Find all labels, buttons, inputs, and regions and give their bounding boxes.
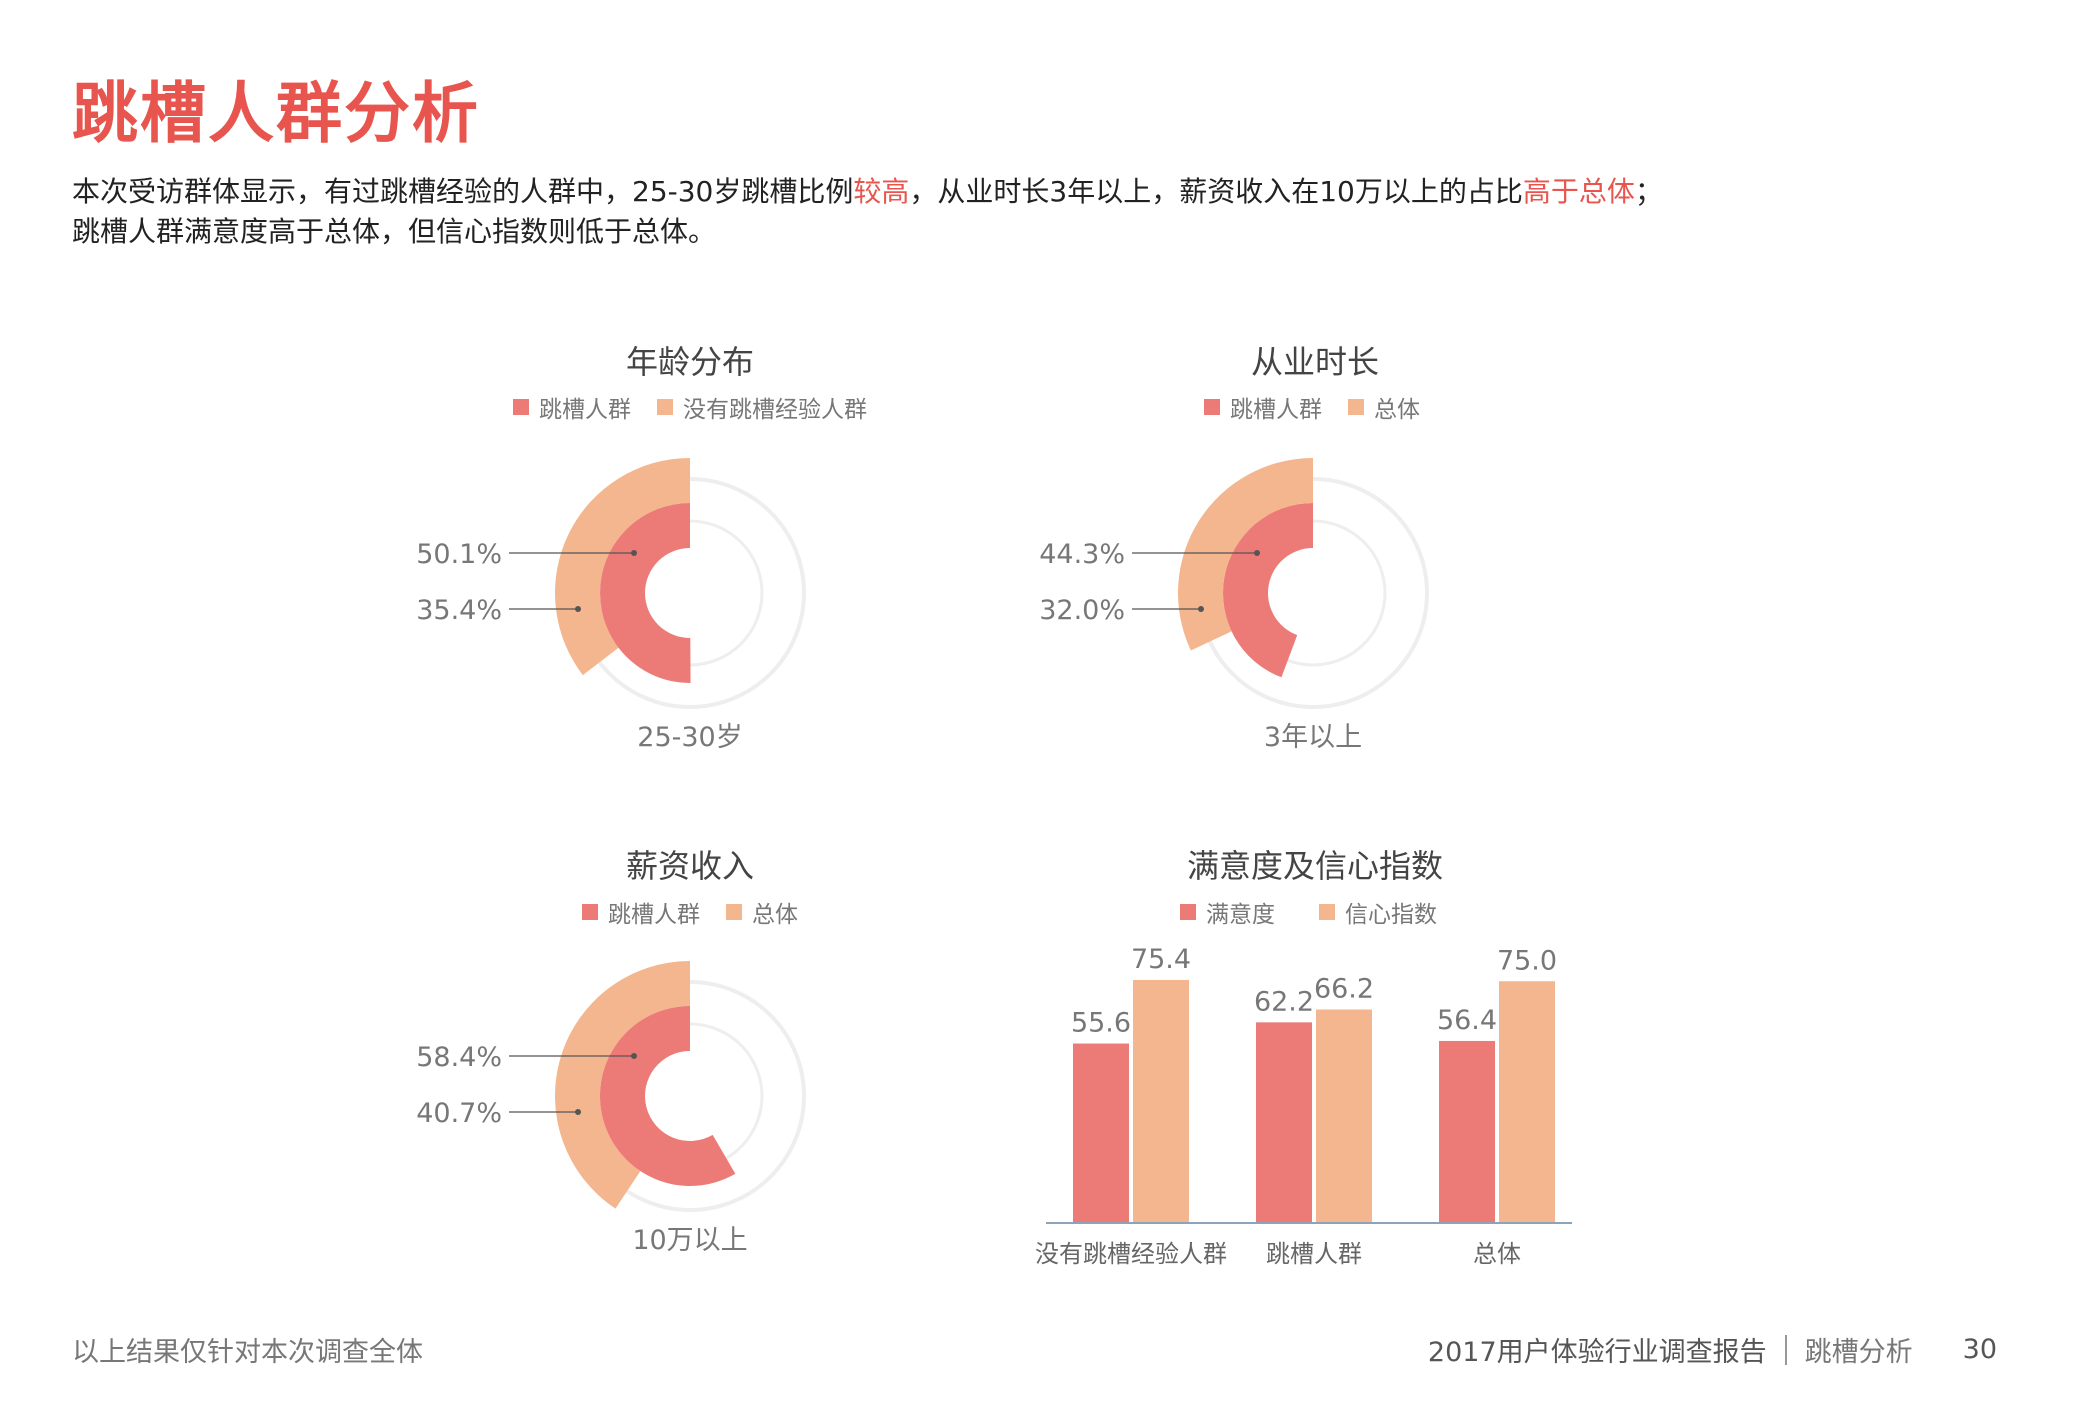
legend-swatch-primary (1180, 904, 1196, 920)
bar-confidence (1316, 1009, 1372, 1222)
chart-legend-age: 跳槽人群 没有跳槽经验人群 (513, 390, 893, 424)
footer-report-name: 2017用户体验行业调查报告 (1427, 1337, 1767, 1368)
x-tick-label: 总体 (1473, 1240, 1521, 1268)
legend-swatch-secondary (1319, 904, 1335, 920)
data-label: 44.3% (1039, 539, 1125, 570)
legend-label: 信心指数 (1345, 902, 1437, 928)
page-number: 30 (1962, 1334, 1997, 1365)
bar-value-label: 66.2 (1314, 973, 1374, 1004)
category-label: 25-30岁 (637, 722, 742, 753)
radial-bar-primary (1223, 503, 1313, 678)
radial-bar-primary (599, 1006, 736, 1186)
legend-item: 跳槽人群 (1204, 390, 1322, 424)
bar-confidence (1499, 981, 1555, 1222)
legend-label: 跳槽人群 (539, 397, 631, 423)
radial-bar-secondary (1178, 458, 1313, 651)
bar-satisfaction (1439, 1040, 1495, 1222)
chart-legend-satisfaction: 满意度 信心指数 (1180, 895, 1463, 929)
leader-dot (631, 1053, 637, 1059)
leader-dot (631, 550, 637, 556)
data-label: 32.0% (1039, 595, 1125, 626)
legend-swatch-primary (1204, 399, 1220, 415)
footer-section-name: 跳槽分析 (1804, 1337, 1913, 1368)
bar-value-label: 56.4 (1437, 1005, 1497, 1036)
bar-confidence (1133, 979, 1189, 1222)
chart-title-satisfaction: 满意度及信心指数 (1186, 847, 1443, 885)
bar-value-label: 75.0 (1497, 945, 1557, 976)
desc-line-2: 跳槽人群满意度高于总体，但信心指数则低于总体。 (72, 215, 717, 248)
chart-legend-salary: 跳槽人群 总体 (582, 895, 824, 929)
legend-label: 跳槽人群 (608, 902, 700, 928)
desc-text-1: 本次受访群体显示，有过跳槽经验的人群中，25-30岁跳槽比例 (72, 175, 854, 208)
x-tick-label: 跳槽人群 (1266, 1240, 1362, 1268)
legend-item: 跳槽人群 (513, 390, 631, 424)
desc-highlight-1: 较高 (853, 175, 910, 208)
category-label: 3年以上 (1264, 722, 1362, 753)
data-label: 35.4% (416, 595, 502, 626)
legend-swatch-secondary (726, 904, 742, 920)
bar-value-label: 75.4 (1131, 944, 1191, 975)
legend-swatch-secondary (1348, 399, 1364, 415)
chart-legend-tenure: 跳槽人群 总体 (1204, 390, 1446, 424)
data-label: 50.1% (416, 539, 502, 570)
footer-divider (1784, 1334, 1787, 1365)
legend-item: 跳槽人群 (582, 895, 700, 929)
page-title: 跳槽人群分析 (72, 75, 480, 152)
footer-note: 以上结果仅针对本次调查全体 (72, 1337, 423, 1368)
legend-item: 总体 (1348, 390, 1420, 424)
desc-text-3: ； (1634, 175, 1663, 208)
legend-swatch-secondary (657, 399, 673, 415)
legend-label: 满意度 (1206, 902, 1275, 928)
radial-bar-secondary (555, 961, 690, 1209)
page-description: 本次受访群体显示，有过跳槽经验的人群中，25-30岁跳槽比例较高，从业时长3年以… (72, 172, 2032, 252)
leader-dot (575, 606, 581, 612)
legend-swatch-primary (513, 399, 529, 415)
category-label: 10万以上 (632, 1225, 747, 1256)
legend-item: 没有跳槽经验人群 (657, 390, 867, 424)
data-label: 40.7% (416, 1098, 502, 1129)
legend-label: 总体 (752, 902, 798, 928)
bar-value-label: 62.2 (1254, 986, 1314, 1017)
leader-dot (575, 1109, 581, 1115)
chart-title-salary: 薪资收入 (625, 847, 754, 885)
legend-item: 总体 (726, 895, 798, 929)
chart-title-age: 年龄分布 (625, 343, 754, 381)
legend-label: 总体 (1374, 397, 1420, 423)
leader-dot (1254, 550, 1260, 556)
legend-swatch-primary (582, 904, 598, 920)
radial-bar-primary (600, 503, 691, 683)
legend-item: 满意度 (1180, 895, 1275, 929)
footer-info: 2017用户体验行业调查报告 跳槽分析 30 (1428, 1330, 1997, 1369)
bar-value-label: 55.6 (1071, 1008, 1131, 1039)
radial-bar-secondary (555, 458, 690, 676)
bar-satisfaction (1256, 1022, 1312, 1222)
x-tick-label: 没有跳槽经验人群 (1035, 1240, 1227, 1268)
legend-label: 跳槽人群 (1230, 397, 1322, 423)
legend-item: 信心指数 (1319, 895, 1437, 929)
data-label: 58.4% (416, 1042, 502, 1073)
desc-text-2: ，从业时长3年以上，薪资收入在10万以上的占比 (909, 175, 1523, 208)
chart-title-tenure: 从业时长 (1250, 343, 1379, 381)
bar-satisfaction (1073, 1043, 1129, 1222)
legend-label: 没有跳槽经验人群 (683, 397, 867, 423)
leader-dot (1198, 606, 1204, 612)
desc-highlight-2: 高于总体 (1522, 175, 1635, 208)
